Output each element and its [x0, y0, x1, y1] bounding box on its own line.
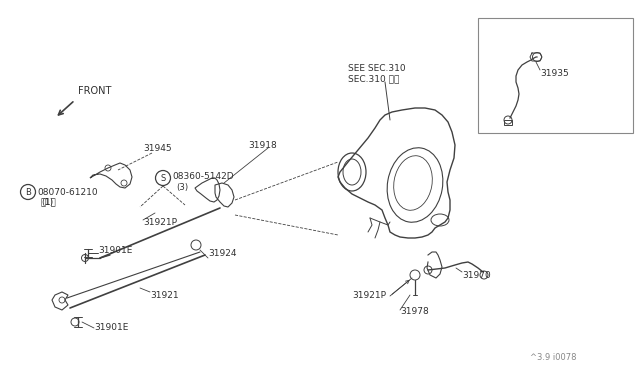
Text: ^3.9 i0078: ^3.9 i0078 — [530, 353, 577, 362]
Text: (1): (1) — [41, 198, 53, 206]
Text: 31945: 31945 — [143, 144, 172, 153]
Text: 31935: 31935 — [540, 68, 569, 77]
Text: 、1）: 、1） — [41, 198, 57, 206]
Text: 31970: 31970 — [462, 272, 491, 280]
Text: FRONT: FRONT — [78, 86, 111, 96]
Text: 08070-61210: 08070-61210 — [37, 187, 98, 196]
Text: 31921P: 31921P — [352, 292, 386, 301]
Text: 31921: 31921 — [150, 291, 179, 299]
Text: S: S — [161, 173, 166, 183]
Text: SEC.310 参照: SEC.310 参照 — [348, 74, 399, 83]
Text: 31924: 31924 — [208, 250, 237, 259]
Text: 31901E: 31901E — [94, 323, 129, 331]
Text: (3): (3) — [176, 183, 188, 192]
Text: 31921P: 31921P — [143, 218, 177, 227]
Bar — [478, 18, 633, 133]
Text: 31978: 31978 — [400, 308, 429, 317]
Text: SEE SEC.310: SEE SEC.310 — [348, 64, 406, 73]
Text: 31901E: 31901E — [98, 246, 132, 254]
Text: B: B — [25, 187, 31, 196]
Text: 31918: 31918 — [248, 141, 276, 150]
Bar — [504, 120, 512, 125]
Text: 08360-5142D: 08360-5142D — [172, 171, 234, 180]
